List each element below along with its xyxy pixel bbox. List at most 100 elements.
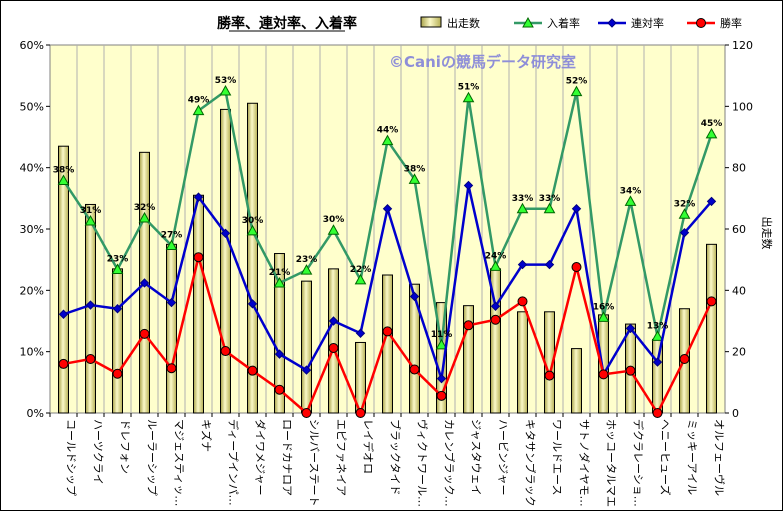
watermark: ©Caniの競馬データ研究室 [389, 53, 576, 71]
marker-triangle [462, 91, 475, 103]
chart-title: 勝率、連対率、入着率 [217, 15, 357, 32]
marker-diamond [409, 291, 420, 302]
bar-runs [706, 243, 717, 414]
category-label: デクラレーショ… [632, 419, 646, 507]
marker-circle [652, 408, 663, 418]
left-axis-tick-label: 50% [20, 100, 44, 113]
data-label: 49% [188, 96, 210, 106]
category-axis: コールドシップ ハーツクライ ドレフォン ルーラーシップ マジェスティッ… キズナ ディープ… [49, 413, 727, 507]
category-label: エピファネイア [335, 419, 348, 496]
marker-triangle [327, 224, 340, 235]
marker-circle [193, 252, 204, 263]
left-axis-tick-label: 0% [27, 407, 44, 420]
legend-marker-circle [696, 18, 706, 28]
legend: 出走数 入着率 連対率 勝率 [420, 16, 742, 30]
data-labels: 38% 31% 23% 32% 27% 49% 53% 30% 21% 23% 30% 22% 44% 3… [53, 76, 723, 340]
marker-diamond [517, 259, 528, 270]
category-label: シルバーステート [308, 419, 321, 506]
marker-circle [220, 346, 231, 357]
marker-diamond [706, 196, 717, 207]
marker-diamond [85, 300, 96, 310]
bar-runs [193, 194, 204, 414]
data-label: 30% [323, 215, 345, 225]
category-label: ワールドエース [551, 419, 564, 495]
left-axis: 0% 10% 20% 30% 40% 50% 60% [20, 39, 50, 420]
bar-runs [58, 145, 69, 414]
marker-diamond [220, 228, 231, 239]
data-label: 30% [242, 216, 264, 226]
bar-runs [112, 268, 123, 414]
marker-diamond [193, 192, 204, 202]
marker-circle [598, 369, 609, 380]
marker-circle [274, 384, 285, 395]
category-label: カレンブラック… [443, 419, 457, 507]
marker-triangle [597, 311, 610, 322]
marker-diamond [58, 309, 69, 319]
data-label: 44% [377, 126, 399, 136]
marker-diamond [625, 323, 636, 334]
right-axis: 0 20 40 60 80 100 120 [725, 39, 753, 420]
right-axis-tick-label: 80 [732, 162, 746, 175]
marker-triangle [57, 174, 70, 186]
marker-triangle [543, 202, 556, 214]
category-label: ヘニーヒューズ [659, 419, 673, 495]
category-label: ミッキーアイル [686, 419, 699, 495]
data-label: 51% [458, 83, 480, 93]
category-label: キズナ [200, 419, 214, 452]
marker-triangle [273, 276, 286, 288]
category-label: ルーラーシップ [146, 419, 159, 496]
category-label: ブラックタイド [389, 419, 403, 496]
category-label: ハービンジャー [497, 419, 510, 495]
marker-circle [85, 354, 96, 365]
right-axis-tick-label: 100 [732, 100, 753, 113]
bar-runs [166, 243, 177, 414]
data-label: 32% [674, 199, 696, 209]
marker-diamond [652, 357, 663, 367]
marker-triangle [705, 127, 718, 139]
marker-circle [571, 262, 582, 273]
data-label: 31% [80, 206, 102, 216]
marker-diamond [463, 180, 474, 191]
marker-circle [112, 368, 123, 379]
category-label: レイデオロ [362, 419, 376, 474]
marker-diamond [112, 304, 123, 314]
category-label: コールドシップ [65, 419, 78, 496]
data-label: 34% [620, 186, 642, 196]
right-axis-tick-label: 0 [732, 407, 739, 420]
bar-runs [247, 102, 258, 414]
line-series [57, 84, 718, 418]
category-label: ヴィクトワール… [416, 419, 430, 507]
legend-marker-triangle [522, 16, 534, 28]
marker-triangle [381, 134, 394, 146]
marker-circle [355, 408, 366, 418]
marker-triangle [624, 195, 637, 206]
data-label: 33% [539, 194, 561, 204]
legend-label: 入着率 [547, 16, 580, 30]
bar-runs [463, 305, 474, 414]
marker-diamond [328, 316, 339, 326]
marker-circle [58, 358, 69, 369]
legend-marker-diamond [607, 18, 617, 28]
marker-diamond [139, 278, 150, 288]
legend-label: 勝率 [720, 16, 742, 30]
marker-triangle [138, 211, 151, 223]
right-axis-tick-label: 20 [732, 346, 746, 359]
data-label: 27% [161, 231, 183, 241]
data-label: 24% [485, 251, 507, 261]
right-axis-label: 出走数 [760, 217, 774, 250]
category-label: ホッコータルマエ [605, 419, 618, 507]
marker-circle [382, 326, 393, 337]
marker-circle [490, 314, 501, 325]
right-axis-tick-label: 60 [732, 223, 746, 236]
category-label: ジャスタウェイ [470, 419, 483, 495]
marker-triangle [219, 84, 232, 96]
left-axis-tick-label: 30% [20, 223, 44, 236]
category-label: ディープインパ… [227, 419, 241, 506]
data-label: 38% [404, 164, 426, 174]
marker-circle [517, 296, 528, 307]
category-label: ハーツクライ [92, 419, 105, 485]
right-axis-tick-label: 40 [732, 284, 746, 297]
marker-triangle [192, 104, 205, 116]
marker-triangle [489, 260, 502, 271]
data-label: 32% [134, 203, 156, 213]
